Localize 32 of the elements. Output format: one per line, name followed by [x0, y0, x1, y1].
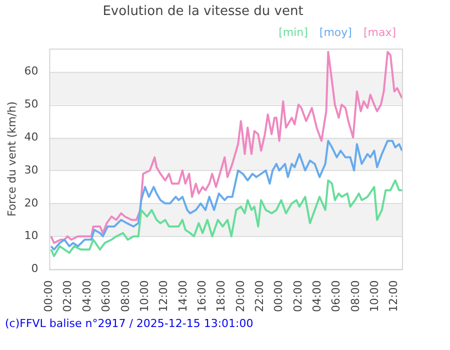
chart-title: Evolution de la vitesse du vent: [102, 4, 304, 20]
x-tick-label: 10:00: [138, 280, 151, 312]
y-tick-label: 40: [24, 130, 38, 144]
x-tick-label: 04:00: [80, 280, 94, 312]
x-tick-label: 02:00: [291, 280, 304, 312]
x-tick-label: 20:00: [234, 280, 247, 312]
y-axis-title: Force du vent (km/h): [5, 101, 18, 217]
x-tick-label: 16:00: [195, 280, 208, 312]
x-tick-label: 02:00: [61, 280, 74, 312]
x-tick-label: 00:00: [42, 280, 56, 312]
y-tick-label: 10: [24, 229, 38, 242]
x-tick-label: 08:00: [348, 280, 362, 312]
y-tick-label: 50: [24, 97, 38, 110]
x-tick-label: 14:00: [176, 280, 190, 312]
series-label: [max]: [363, 26, 396, 39]
text: (c)FFVL balise n°2917 / 2025-12-15 13:01:00: [5, 317, 254, 330]
x-tick-label: 12:00: [387, 280, 400, 312]
x-tick-label: 08:00: [118, 280, 132, 312]
x-tick-label: 22:00: [252, 280, 266, 312]
x-tick-label: 06:00: [330, 280, 343, 312]
x-tick-label: 12:00: [157, 280, 170, 312]
y-tick-label: 60: [24, 64, 38, 78]
y-tick-label: 30: [24, 163, 38, 176]
y-tick-label: 20: [24, 196, 38, 210]
x-tick-label: 10:00: [368, 280, 382, 312]
x-tick-label: 18:00: [214, 280, 228, 312]
y-tick-label: 0: [31, 262, 38, 276]
x-tick-label: 06:00: [100, 280, 113, 312]
text: [min]: [278, 26, 308, 39]
text: [moy]: [319, 26, 352, 39]
x-tick-label: 00:00: [272, 280, 286, 312]
x-tick-label: 04:00: [310, 280, 324, 312]
